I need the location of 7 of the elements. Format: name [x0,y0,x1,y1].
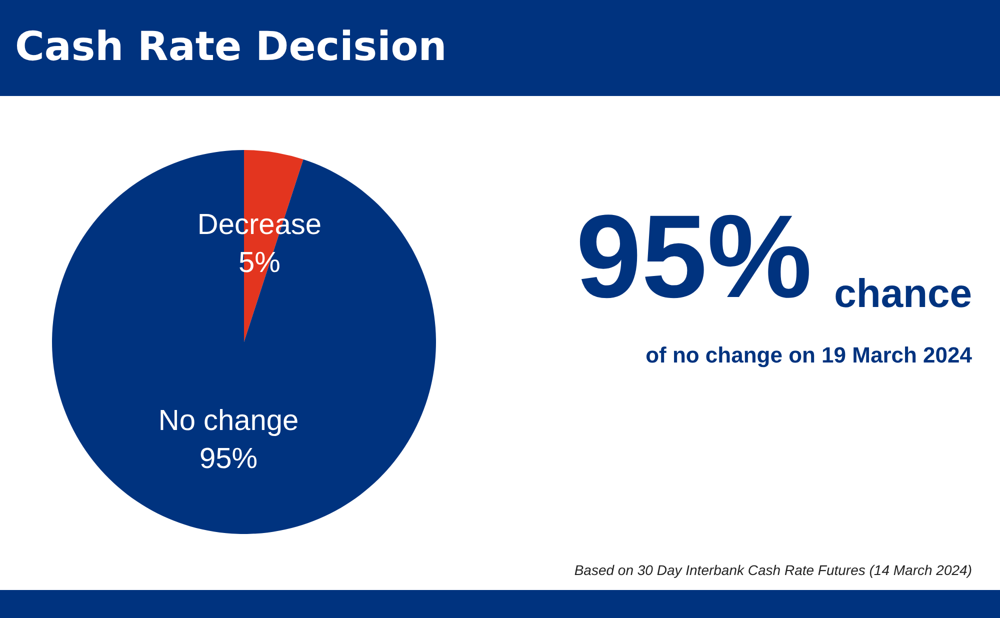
text: 95% [576,191,812,323]
data-label: 95% [199,442,258,475]
text: Based on 30 Day Interbank Cash Rate Futures (14 March 2024) [574,562,972,578]
text: chance [834,272,972,316]
chart-title: Cash Rate Decision [15,24,447,70]
text: of no change on 19 March 2024 [646,342,973,368]
slice-label: No change [158,404,299,437]
